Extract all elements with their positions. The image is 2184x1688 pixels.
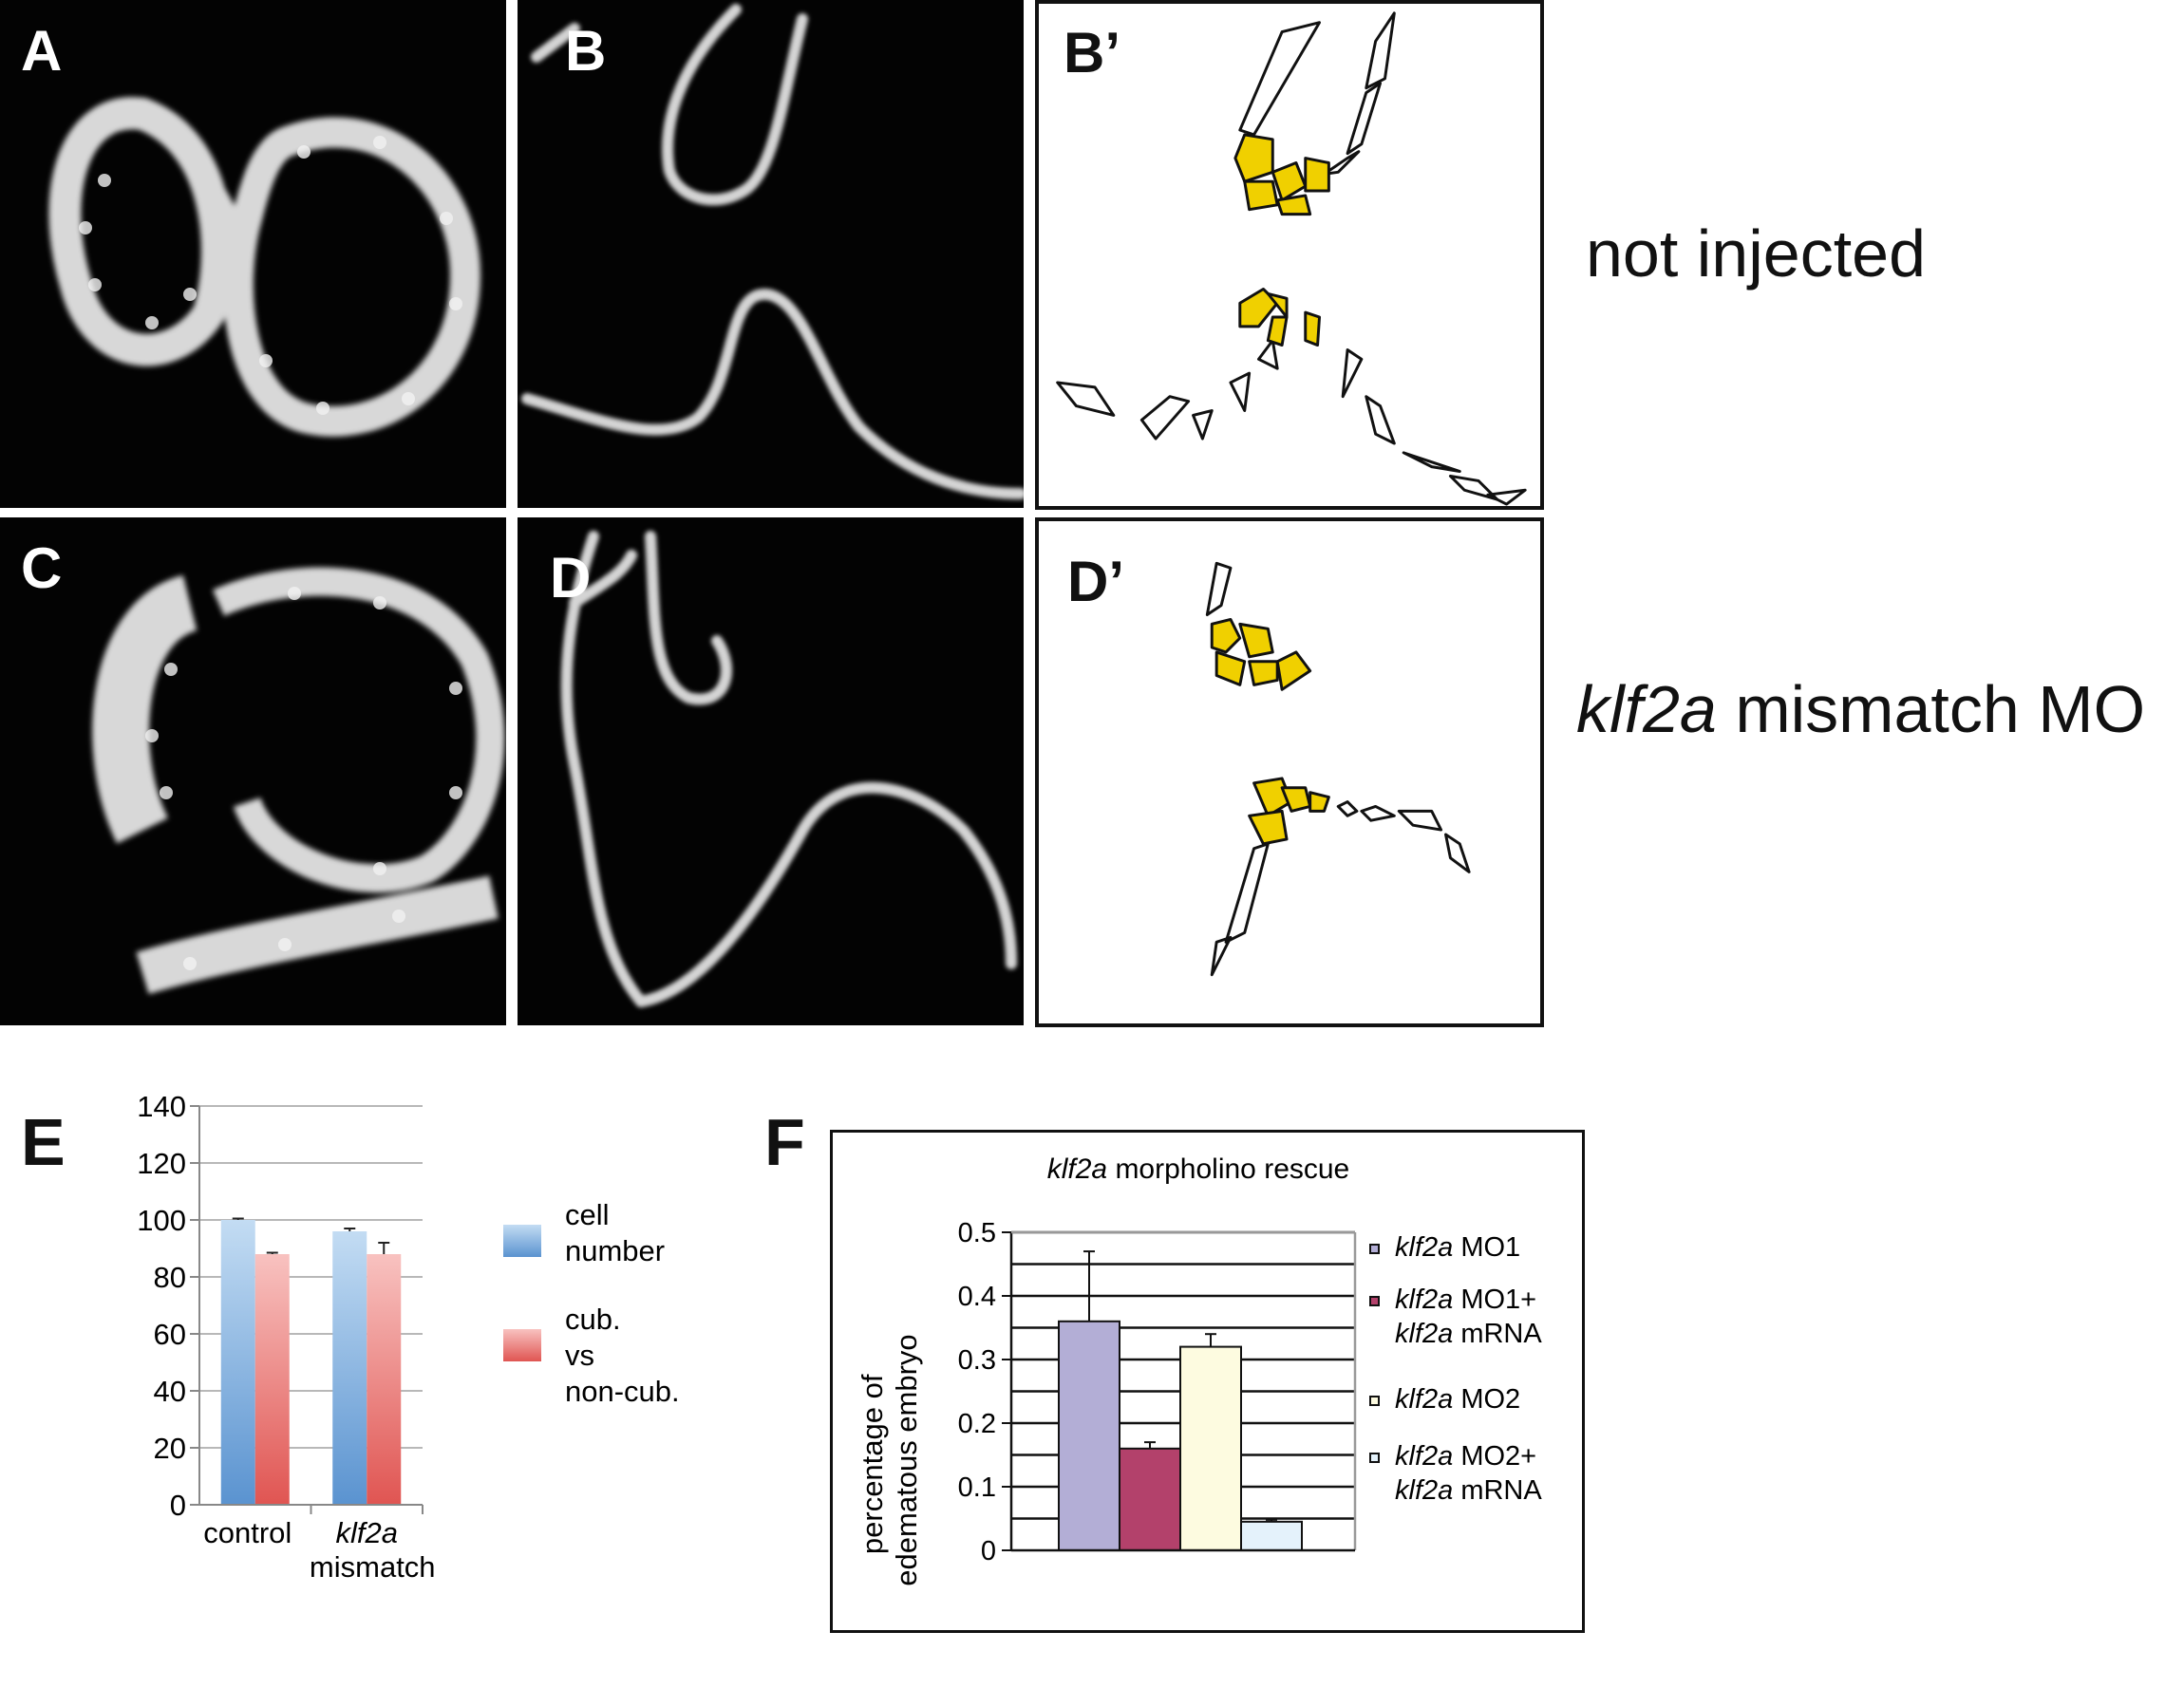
- legend-label: klf2a MO1: [1395, 1232, 1520, 1263]
- chart-e-svg: 0 20 40 60 80 100 120 140 control klf2a mismatch c…: [137, 1090, 680, 1584]
- y-tick-label: 120: [137, 1147, 186, 1180]
- panel-label-d-prime: D’: [1067, 550, 1124, 613]
- y-tick-label: 20: [154, 1432, 186, 1465]
- micrograph-a-image: [48, 97, 481, 437]
- chart-f-ylabel-line1: percentage of: [856, 1374, 889, 1554]
- panel-label-a: A: [21, 19, 63, 83]
- micrograph-c: C: [0, 517, 506, 1025]
- bar-light-blue: [1240, 1520, 1303, 1552]
- legend-swatch: [1369, 1244, 1380, 1254]
- y-tick-label: 0: [170, 1489, 186, 1522]
- x-label-text: mismatch: [310, 1550, 436, 1584]
- legend-label: cub. vs non-cub.: [565, 1303, 680, 1408]
- legend-label: klf2a MO2: [1395, 1384, 1520, 1415]
- panel-label-e: E: [21, 1105, 66, 1179]
- y-tick-label: 0.2: [958, 1409, 996, 1439]
- bar-crimson: [1119, 1447, 1181, 1551]
- bar-cub-vs-non-cub-: [254, 1254, 290, 1505]
- micrograph-d: D: [518, 517, 1024, 1025]
- chart-f-legend: klf2a MO1 klf2a MO1+ klf2a mRNA klf2a MO2 kl…: [1369, 1232, 1542, 1506]
- cell-outline-drawing-b: [1056, 11, 1527, 506]
- row-label-gene: klf2a: [1576, 672, 1717, 746]
- bar-lavender: [1058, 1320, 1120, 1551]
- chart-f-morpholino-rescue: klf2a morpholino rescue 0 0.1 0.2 0.3 0.4 0.5…: [830, 1130, 1585, 1633]
- chart-e-legend: cell number cub. vs non-cub.: [503, 1198, 680, 1408]
- x-label-gene: klf2a: [336, 1516, 398, 1549]
- y-tick-label: 0.3: [958, 1345, 996, 1376]
- y-tick-label: 140: [137, 1090, 186, 1123]
- bar-cell-number: [332, 1231, 367, 1505]
- tracing-b-prime: B’: [1035, 0, 1544, 510]
- panel-label-b-prime: B’: [1064, 21, 1120, 84]
- y-tick-label: 80: [154, 1261, 186, 1294]
- micrograph-b-image: [521, 4, 1024, 499]
- tracing-d-prime: D’: [1035, 517, 1544, 1027]
- chart-f-svg: klf2a morpholino rescue 0 0.1 0.2 0.3 0.4 0.5…: [856, 1153, 1542, 1586]
- y-tick-label: 0.5: [958, 1218, 996, 1248]
- bar-cell-number: [220, 1220, 255, 1505]
- legend-swatch: [1369, 1396, 1380, 1406]
- y-tick-label: 0.1: [958, 1472, 996, 1503]
- bar-cub-vs-non-cub-: [367, 1254, 402, 1505]
- micrograph-c-image: [92, 567, 505, 995]
- chart-e-bars: [220, 1217, 402, 1505]
- x-label-text: control: [203, 1516, 292, 1549]
- row-label-condition: mismatch MO: [1716, 672, 2146, 746]
- chart-e-labels: 0 20 40 60 80 100 120 140 control klf2a mismatch: [137, 1090, 435, 1584]
- row-label-not-injected: not injected: [1586, 216, 1927, 291]
- y-tick-label: 100: [137, 1204, 186, 1237]
- legend-swatch: [1369, 1296, 1380, 1306]
- y-tick-label: 60: [154, 1318, 186, 1351]
- chart-f-ylabel: percentage of edematous embryo: [856, 1334, 923, 1585]
- legend-label: klf2a MO2+ klf2a mRNA: [1395, 1441, 1542, 1506]
- panel-label-d: D: [550, 546, 592, 610]
- x-tick-label: klf2a mismatch: [310, 1516, 436, 1584]
- panel-label-b: B: [565, 19, 607, 83]
- legend-label: klf2a MO1+ klf2a mRNA: [1395, 1285, 1542, 1349]
- micrograph-b: B: [518, 0, 1024, 508]
- panel-label-c: C: [21, 536, 63, 600]
- y-tick-label: 0.4: [958, 1282, 996, 1312]
- y-tick-label: 0: [981, 1536, 996, 1566]
- row-label-klf2a-mismatch: klf2a mismatch MO: [1576, 676, 2145, 742]
- legend-swatch: [503, 1329, 541, 1361]
- chart-f-bars: [1058, 1250, 1303, 1552]
- legend-swatch: [503, 1225, 541, 1257]
- bar-cream: [1179, 1345, 1242, 1551]
- chart-f-axes: [1002, 1230, 1357, 1552]
- chart-f-ylabel-line2: edematous embryo: [890, 1334, 923, 1585]
- panel-label-f: F: [764, 1105, 805, 1179]
- chart-f-title: klf2a morpholino rescue: [1047, 1153, 1350, 1185]
- x-tick-label: control: [203, 1516, 292, 1549]
- cell-outline-drawing-d: [1205, 561, 1471, 977]
- legend-swatch: [1369, 1453, 1380, 1463]
- chart-e-cell-counts: 0 20 40 60 80 100 120 140 control klf2a mismatch c…: [114, 1082, 741, 1614]
- chart-e-axes: [190, 1105, 424, 1514]
- micrograph-a: A: [0, 0, 506, 508]
- chart-f-labels: 0 0.1 0.2 0.3 0.4 0.5: [958, 1218, 996, 1566]
- y-tick-label: 40: [154, 1375, 186, 1408]
- micrograph-d-image: [560, 531, 1017, 1007]
- legend-label: cell number: [565, 1198, 665, 1267]
